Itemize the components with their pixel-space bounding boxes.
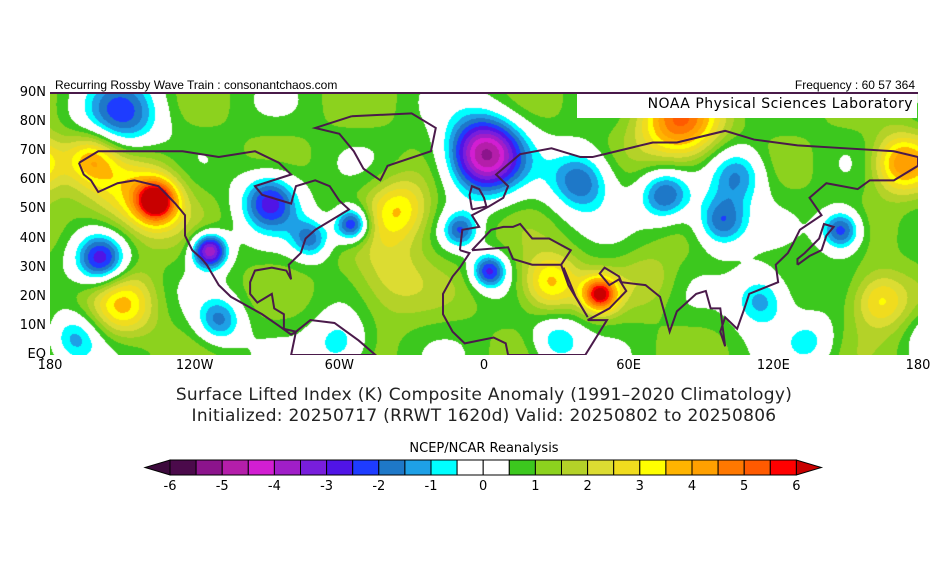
lat-tick-label: 50N [19,201,46,217]
colorbar-tick-label: 3 [636,479,644,494]
colorbar-box [691,459,719,476]
colorbar-box [482,459,510,476]
lat-tick-label: 10N [19,317,46,333]
colorbar-box [534,459,562,476]
colorbar-box [352,459,380,476]
colorbar-tick-label: -3 [320,479,333,494]
colorbar-tick-label: 4 [688,479,696,494]
colorbar-box [273,459,301,476]
header-frequency-text: Frequency : 60 57 364 [794,78,915,92]
colorbar-box [743,459,771,476]
coastlines [78,112,918,355]
colorbar: -6 -5 -4 -3 -2 -1 0 1 2 3 4 5 6 [143,459,824,494]
colorbar-box [769,459,797,476]
coastline-uk [468,184,488,211]
colorbar-tick-label: -6 [164,479,177,494]
colorbar-tick-label: -5 [216,479,229,494]
lab-label: NOAA Physical Sciences Laboratory [577,94,917,118]
coastline-greenland [311,112,437,182]
colorbar-box [247,459,275,476]
colorbar-box [456,459,484,476]
colorbar-box [300,459,328,476]
colorbar-over-arrow [795,459,824,476]
coastline-south-america [290,319,378,355]
lat-tick-label: 30N [19,259,46,275]
title-line-1: Surface Lifted Index (K) Composite Anoma… [175,385,793,405]
colorbar-box [169,459,197,476]
lat-tick-label: 80N [19,114,46,130]
lon-tick-label: 60W [324,358,355,373]
colorbar-tick-label: 1 [531,479,539,494]
colorbar-box [404,459,432,476]
colorbar-under-arrow [143,459,171,476]
coastline-eurasia-africa [442,129,918,355]
colorbar-box [639,459,667,476]
lon-tick-label: 60E [616,358,642,373]
colorbar-box [195,459,223,476]
colorbar-title: NCEP/NCAR Reanalysis [409,441,559,456]
lon-tick-label: 180 [905,358,930,373]
colorbar-tick-label: 2 [583,479,591,494]
anomaly-map [50,93,918,355]
coastline-mediterranean [471,222,573,266]
lat-tick-label: 20N [19,288,46,304]
colorbar-tick-label: 0 [479,479,487,494]
title-line-2: Initialized: 20250717 (RRWT 1620d) Valid… [191,406,777,426]
lat-tick-label: 60N [19,172,46,188]
lon-tick-label: 120E [756,358,790,373]
lat-tick-label: 40N [19,230,46,246]
colorbar-tick-label: -4 [268,479,281,494]
colorbar-box [561,459,589,476]
colorbar-tick-label: 6 [792,479,800,494]
colorbar-box [326,459,354,476]
header-left-text: Recurring Rossby Wave Train : consonantc… [55,78,338,92]
lon-tick-label: 180 [37,358,63,373]
coastline-japan [796,222,836,266]
colorbar-box [665,459,693,476]
colorbar-box [717,459,745,476]
colorbar-box [508,459,536,476]
colorbar-tick-label: 5 [740,479,748,494]
colorbar-tick-label: -1 [425,479,438,494]
colorbar-box [378,459,406,476]
coastline-north-america [78,150,351,336]
colorbar-box [430,459,458,476]
colorbar-tick-label: -2 [372,479,385,494]
map-top-border [50,92,918,94]
lon-tick-label: 120W [175,358,214,373]
colorbar-box [221,459,249,476]
lat-tick-label: 70N [19,143,46,159]
colorbar-box [587,459,615,476]
colorbar-box [613,459,641,476]
lat-tick-label: 90N [19,85,46,100]
lon-tick-label: 0 [479,358,489,373]
coastline-red-sea [560,264,589,318]
lat-tick-label: EQ [27,346,46,362]
